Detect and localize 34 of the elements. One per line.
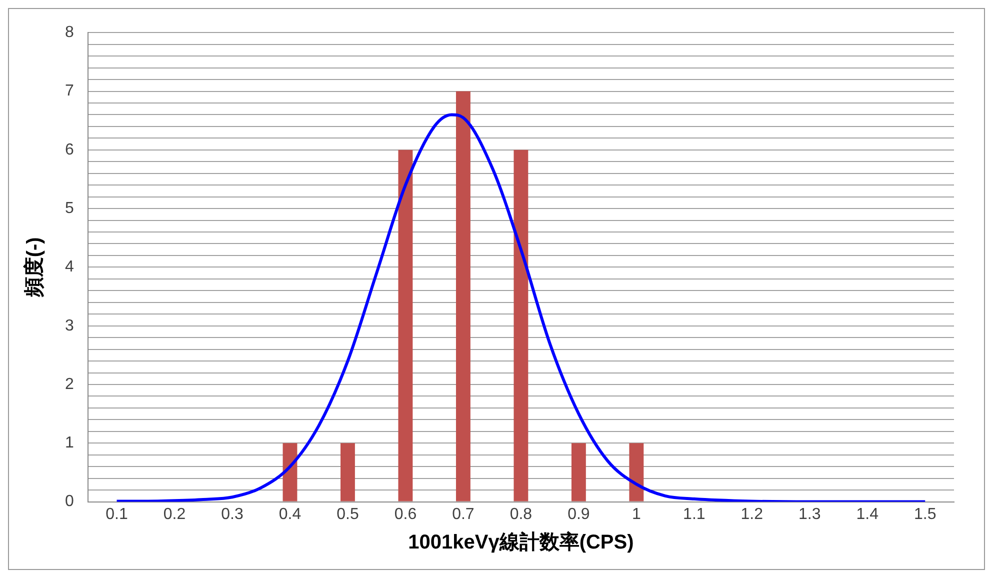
bar xyxy=(514,150,528,502)
y-tick-label: 3 xyxy=(64,317,74,334)
x-tick-label: 1.3 xyxy=(798,506,821,523)
x-tick-label: 0.1 xyxy=(106,506,128,523)
bar xyxy=(398,150,413,502)
y-tick-label: 0 xyxy=(64,493,74,510)
x-tick-label: 0.4 xyxy=(278,506,302,523)
x-tick-label: 0.5 xyxy=(336,506,359,523)
x-tick-label: 1.1 xyxy=(683,506,706,523)
x-tick-label: 1 xyxy=(632,506,641,523)
y-tick-label: 7 xyxy=(64,82,74,100)
bar xyxy=(456,91,470,502)
x-axis-title: 1001keVγ線計数率(CPS) xyxy=(408,530,634,554)
bar xyxy=(340,443,355,502)
x-tick-label: 0.8 xyxy=(510,506,532,523)
bar xyxy=(282,443,298,502)
x-tick-label: 1.4 xyxy=(856,506,879,523)
y-tick-label: 4 xyxy=(64,258,74,276)
x-tick-label: 1.5 xyxy=(914,506,936,523)
x-tick-label: 0.7 xyxy=(452,506,474,523)
bar xyxy=(629,443,644,502)
y-tick-label: 2 xyxy=(64,376,74,393)
y-tick-label: 1 xyxy=(64,434,74,452)
x-tick-label: 1.2 xyxy=(740,506,764,523)
y-axis-title: 頻度(-) xyxy=(22,237,46,298)
y-tick-label: 5 xyxy=(64,200,74,217)
line-series xyxy=(115,113,927,502)
x-tick-label: 0.6 xyxy=(394,506,417,523)
x-tick-label: 0.9 xyxy=(568,506,590,523)
x-tick-label: 0.3 xyxy=(221,506,244,523)
bar xyxy=(571,443,586,502)
y-tick-label: 8 xyxy=(64,24,74,42)
y-tick-label: 6 xyxy=(64,141,74,158)
x-tick-label: 0.2 xyxy=(163,506,186,523)
